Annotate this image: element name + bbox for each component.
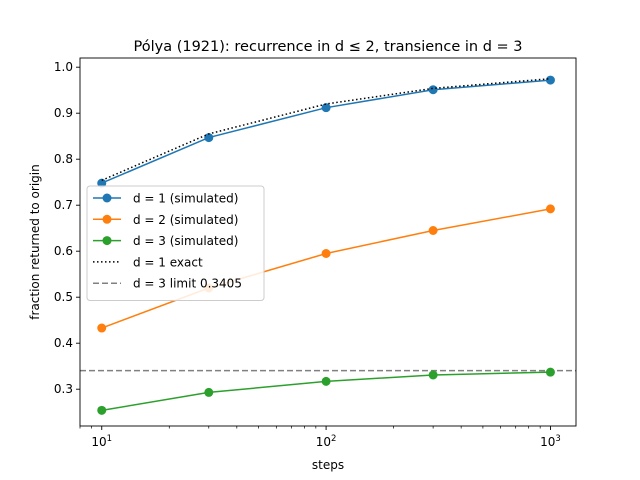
legend-label: d = 1 (simulated) bbox=[133, 192, 238, 206]
legend-label: d = 1 exact bbox=[133, 255, 203, 269]
data-point bbox=[545, 75, 555, 85]
x-tick-label: 101 bbox=[91, 434, 112, 449]
data-point bbox=[97, 323, 107, 333]
legend-marker bbox=[102, 214, 112, 224]
axes-layer: 0.3 0.4 0.5 0.6 0.7 0.8 0.9 1.0 101 102 103 bbox=[54, 57, 577, 449]
x-tick-label: 102 bbox=[316, 434, 337, 449]
plot-layer bbox=[80, 75, 576, 415]
y-tick-label: 0.6 bbox=[54, 244, 73, 258]
x-axis-label: steps bbox=[312, 458, 344, 472]
data-point bbox=[428, 85, 438, 95]
y-tick-label: 0.9 bbox=[54, 106, 73, 120]
data-point bbox=[204, 387, 214, 397]
y-tick-label: 0.7 bbox=[54, 198, 73, 212]
y-tick-label: 0.4 bbox=[54, 336, 73, 350]
y-axis-label: fraction returned to origin bbox=[28, 164, 42, 319]
y-tick-label: 1.0 bbox=[54, 60, 73, 74]
series-line-4 bbox=[101, 77, 551, 182]
y-tick-label: 0.5 bbox=[54, 290, 73, 304]
data-point bbox=[204, 133, 214, 143]
x-tick-label: 103 bbox=[540, 434, 561, 449]
data-point bbox=[545, 367, 555, 377]
y-tick-label: 0.3 bbox=[54, 382, 73, 396]
legend-marker bbox=[102, 193, 112, 203]
chart-title: Pólya (1921): recurrence in d ≤ 2, trans… bbox=[134, 39, 523, 55]
legend-label: d = 3 (simulated) bbox=[133, 234, 238, 248]
axes-frame bbox=[79, 57, 577, 427]
data-point bbox=[321, 249, 331, 258]
data-point bbox=[545, 204, 555, 214]
legend-box bbox=[86, 185, 265, 301]
data-point bbox=[321, 103, 331, 113]
data-point bbox=[321, 376, 331, 386]
legend-label: d = 2 (simulated) bbox=[133, 213, 238, 227]
data-point bbox=[428, 370, 438, 380]
data-point bbox=[97, 178, 107, 188]
data-point bbox=[97, 405, 107, 415]
data-point bbox=[428, 226, 438, 235]
y-tick-label: 0.8 bbox=[54, 152, 73, 166]
legend: d = 1 (simulated) d = 2 (simulated) d = 3 … bbox=[86, 185, 265, 301]
legend-marker bbox=[102, 236, 112, 246]
legend-label: d = 3 limit 0.3405 bbox=[133, 277, 242, 291]
